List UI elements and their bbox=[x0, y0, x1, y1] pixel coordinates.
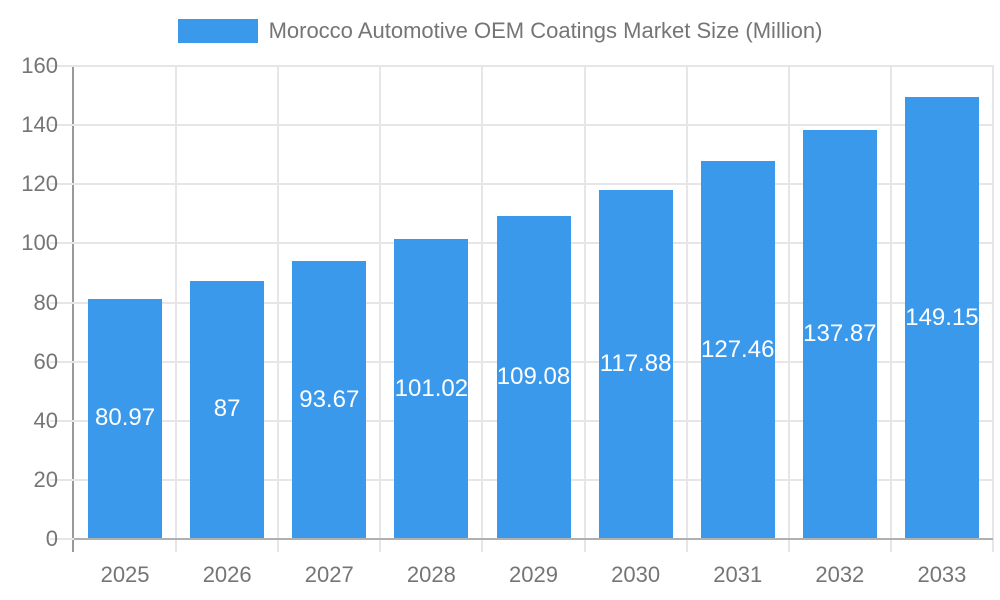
y-tick-label: 0 bbox=[45, 526, 58, 551]
y-tick-label: 100 bbox=[21, 230, 58, 256]
gridline-v bbox=[787, 65, 790, 540]
y-tick-label: 140 bbox=[21, 112, 58, 138]
y-axis-tick bbox=[50, 419, 74, 422]
gridline-v bbox=[379, 65, 382, 540]
x-axis-tick bbox=[583, 540, 586, 552]
bar-2028[interactable]: 101.02 bbox=[394, 239, 469, 538]
bar-2027[interactable]: 93.67 bbox=[292, 261, 367, 538]
bar-value-label: 80.97 bbox=[95, 404, 156, 432]
bar-value-label: 87 bbox=[213, 395, 241, 423]
y-tick-label: 160 bbox=[21, 53, 58, 78]
x-axis-tick bbox=[379, 540, 382, 552]
bar-value-label: 109.08 bbox=[496, 362, 571, 390]
legend-swatch bbox=[177, 19, 258, 43]
x-axis-tick bbox=[787, 540, 790, 552]
gridline-v bbox=[685, 65, 688, 540]
gridline-v bbox=[175, 65, 178, 540]
x-axis-line bbox=[74, 538, 993, 540]
y-axis-line bbox=[72, 65, 74, 552]
gridline-h bbox=[74, 124, 993, 127]
x-tick-label: 2026 bbox=[202, 562, 252, 587]
x-tick-label: 2025 bbox=[100, 562, 150, 587]
x-axis-tick bbox=[175, 540, 178, 552]
bar-2030[interactable]: 117.88 bbox=[598, 189, 673, 538]
y-tick-label: 80 bbox=[33, 289, 58, 315]
x-tick-label: 2030 bbox=[611, 562, 661, 587]
gridline-v bbox=[583, 65, 586, 540]
bar-2033[interactable]: 149.15 bbox=[904, 97, 979, 538]
bar-value-label: 101.02 bbox=[394, 374, 469, 402]
x-tick-label: 2031 bbox=[713, 562, 763, 587]
bar-value-label: 93.67 bbox=[299, 385, 360, 413]
gridline-v bbox=[889, 65, 892, 540]
x-tick-label: 2028 bbox=[406, 562, 456, 587]
x-axis-tick bbox=[481, 540, 484, 552]
y-tick-label: 60 bbox=[33, 348, 58, 374]
chart-legend[interactable]: Morocco Automotive OEM Coatings Market S… bbox=[0, 16, 1000, 46]
y-tick-label: 20 bbox=[33, 466, 58, 492]
y-axis-tick bbox=[50, 360, 74, 363]
bar-2032[interactable]: 137.87 bbox=[802, 130, 877, 538]
bar-value-label: 117.88 bbox=[599, 349, 672, 377]
gridline-h bbox=[74, 183, 993, 186]
y-axis-tick bbox=[50, 124, 74, 127]
gridline-v bbox=[481, 65, 484, 540]
bar-value-label: 149.15 bbox=[905, 303, 979, 331]
plot-area: 80.97 87 93.67 101.02 109.08 117.88 127.46 137.… bbox=[74, 65, 994, 540]
bar-2026[interactable]: 87 bbox=[190, 280, 265, 538]
x-tick-label: 2029 bbox=[509, 562, 558, 587]
x-tick-label: 2027 bbox=[304, 562, 354, 587]
y-axis-tick bbox=[50, 538, 74, 540]
y-axis-tick bbox=[50, 478, 74, 481]
x-axis-tick bbox=[685, 540, 688, 552]
bar-value-label: 127.46 bbox=[701, 335, 775, 363]
gridline-h bbox=[74, 65, 993, 67]
bar-2031[interactable]: 127.46 bbox=[700, 161, 775, 538]
y-tick-label: 40 bbox=[33, 407, 58, 433]
y-axis-tick bbox=[50, 301, 74, 304]
x-tick-label: 2033 bbox=[917, 562, 967, 587]
x-tick-label: 2032 bbox=[815, 562, 865, 587]
y-axis-tick bbox=[50, 65, 74, 67]
gridline-v bbox=[277, 65, 280, 540]
bar-value-label: 137.87 bbox=[803, 320, 877, 348]
y-axis-tick bbox=[50, 183, 74, 186]
y-axis-tick bbox=[50, 242, 74, 245]
x-axis-tick bbox=[889, 540, 892, 552]
x-axis-tick bbox=[992, 540, 994, 552]
bar-2025[interactable]: 80.97 bbox=[88, 298, 163, 538]
y-tick-label: 120 bbox=[21, 171, 58, 197]
legend-label: Morocco Automotive OEM Coatings Market S… bbox=[268, 18, 823, 43]
x-axis-tick bbox=[277, 540, 280, 552]
bar-2029[interactable]: 109.08 bbox=[496, 215, 571, 538]
gridline-v bbox=[992, 65, 994, 540]
